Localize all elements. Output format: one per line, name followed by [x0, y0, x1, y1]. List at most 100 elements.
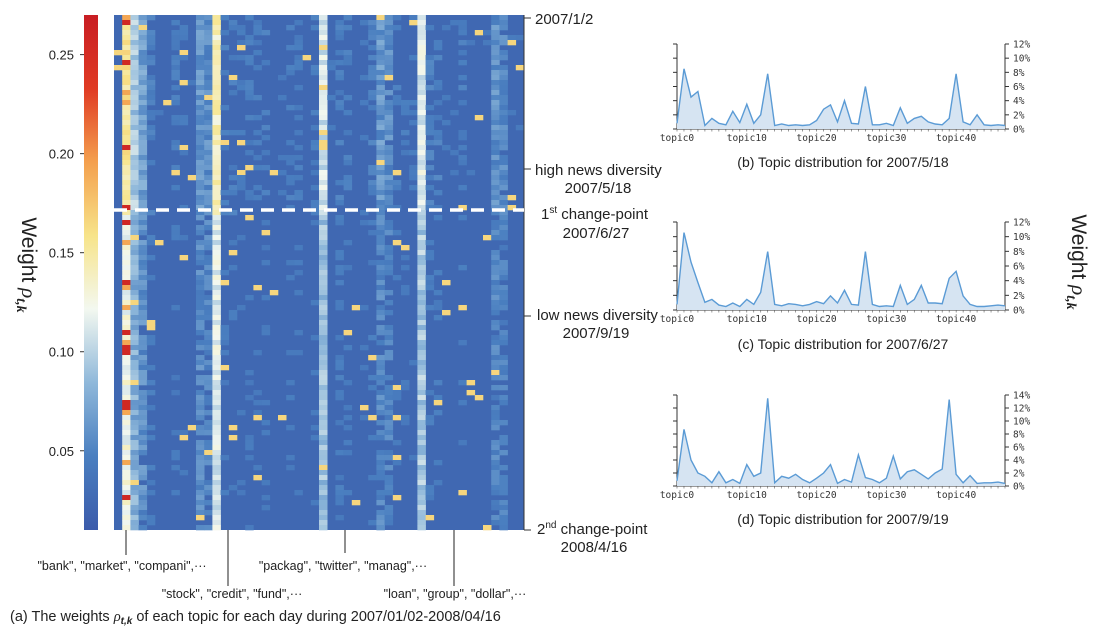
heatmap-cell [360, 220, 369, 226]
heatmap-cell [171, 145, 180, 151]
heatmap-cell [417, 430, 426, 436]
heatmap-cell [310, 205, 320, 211]
heatmap-cell [146, 95, 156, 101]
heatmap-cell [376, 95, 385, 101]
heatmap-cell [212, 90, 221, 96]
heatmap-cell [433, 40, 443, 46]
x-tick-label: topic20 [797, 490, 837, 501]
heatmap-cell [278, 95, 287, 101]
heatmap-cell [196, 30, 205, 36]
heatmap-cell [212, 240, 221, 246]
heatmap-cell [384, 255, 394, 261]
heatmap-cell [220, 350, 230, 356]
heatmap-cell [507, 110, 517, 116]
heatmap-cell [130, 480, 139, 486]
heatmap-cell [343, 160, 353, 166]
heatmap-cell [212, 430, 221, 436]
heatmap-cell [319, 310, 328, 316]
heatmap-cell [466, 40, 476, 46]
heatmap-cell [376, 210, 385, 216]
heatmap-cell [286, 180, 295, 186]
heatmap-cell [376, 475, 385, 481]
heatmap-cell [384, 155, 394, 161]
heatmap-cell [335, 280, 344, 286]
heatmap-cell [130, 465, 139, 471]
y-tick-label: 2% [1013, 291, 1025, 302]
heatmap-cell [122, 130, 131, 136]
heatmap-cell [138, 190, 148, 196]
heatmap-cell [261, 295, 271, 301]
y-tick-label: 0% [1013, 306, 1025, 317]
heatmap-cell [499, 475, 508, 481]
heatmap-cell [417, 475, 426, 481]
heatmap-cell [491, 30, 500, 36]
heatmap-cell [245, 370, 254, 376]
heatmap-cell [499, 465, 508, 471]
heatmap-cell [319, 285, 328, 291]
heatmap-cell [319, 415, 328, 421]
heatmap-cell [220, 270, 230, 276]
heatmap-cell [204, 385, 213, 391]
heatmap-cell [499, 125, 508, 131]
heatmap-cell [499, 300, 508, 306]
heatmap-cell [122, 465, 131, 471]
heatmap-cell [196, 295, 205, 301]
heatmap-cell [384, 165, 394, 171]
heatmap-cell [212, 335, 221, 341]
heatmap-cell [491, 360, 500, 366]
heatmap-cell [392, 85, 402, 91]
heatmap-cell [138, 230, 148, 236]
heatmap-cell [138, 55, 148, 61]
heatmap-cell [384, 75, 394, 81]
heatmap-cell [425, 85, 435, 91]
heatmap-cell [417, 510, 426, 516]
heatmap-cell [376, 405, 385, 411]
heatmap-cell [122, 475, 131, 481]
heatmap-cell [319, 485, 328, 491]
y-tick-label: 2% [1013, 469, 1025, 480]
heatmap-cell [196, 195, 205, 201]
heatmap-cell [458, 135, 467, 141]
heatmap-cell [171, 235, 180, 241]
heatmap-cell [433, 395, 443, 401]
heatmap-cell [245, 215, 254, 221]
heatmap-cell [122, 235, 131, 241]
heatmap-cell [138, 470, 148, 476]
heatmap-cell [212, 330, 221, 336]
heatmap-cell [343, 50, 353, 56]
heatmap-cell [204, 305, 213, 311]
heatmap-cell [458, 85, 467, 91]
heatmap-cell [417, 295, 426, 301]
heatmap-cell [196, 35, 205, 41]
heatmap-cell [122, 325, 131, 331]
heatmap-cell [294, 350, 303, 356]
heatmap-cell [286, 155, 295, 161]
heatmap-cell [204, 425, 213, 431]
heatmap-cell [458, 265, 467, 271]
heatmap-cell [212, 215, 221, 221]
heatmap-cell [491, 180, 500, 186]
heatmap-cell [343, 185, 353, 191]
heatmap-cell [368, 20, 377, 26]
heatmap-cell [368, 190, 377, 196]
heatmap-cell [171, 40, 180, 46]
heatmap-cell [130, 35, 139, 41]
heatmap-cell [376, 65, 385, 71]
heatmap-cell [360, 345, 369, 351]
heatmap-cell [491, 115, 500, 121]
heatmap-cell [384, 100, 394, 106]
heatmap-cell [499, 205, 508, 211]
heatmap-cell [376, 265, 385, 271]
heatmap-cell [261, 190, 271, 196]
heatmap-cell [376, 110, 385, 116]
heatmap-cell [212, 405, 221, 411]
heatmap-cell [335, 105, 344, 111]
heatmap-cell [138, 495, 148, 501]
heatmap-cell [122, 510, 131, 516]
heatmap-cell [310, 435, 320, 441]
heatmap-cell [196, 95, 205, 101]
heatmap-cell [401, 140, 410, 146]
heatmap-cell [491, 325, 500, 331]
heatmap-cell [204, 480, 213, 486]
heatmap-cell [310, 25, 320, 31]
